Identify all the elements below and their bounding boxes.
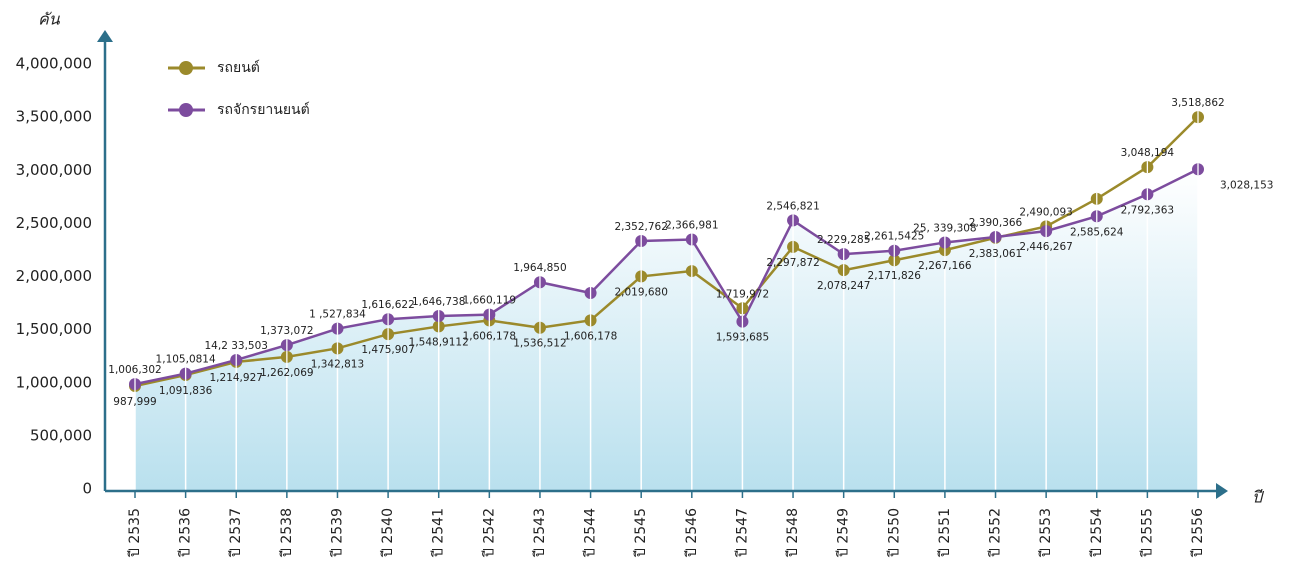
data-label: 2,390,366 xyxy=(969,217,1023,229)
data-label: 2,078,247 xyxy=(817,280,870,292)
data-label: 1,616,622 xyxy=(361,299,414,311)
data-label: 1,719,972 xyxy=(716,288,769,300)
data-label: 1,342,813 xyxy=(311,358,364,370)
x-tick-label: ปี 2536 xyxy=(178,508,194,558)
x-tick-label: ปี 2545 xyxy=(633,508,649,557)
x-tick-label: ปี 2544 xyxy=(583,508,599,558)
x-tick-label: ปี 2540 xyxy=(380,508,396,557)
y-tick-label: 2,000,000 xyxy=(16,267,92,285)
data-label: 1,606,178 xyxy=(564,330,617,342)
x-tick-label: ปี 2538 xyxy=(279,508,295,557)
x-tick-label: ปี 2543 xyxy=(532,508,548,557)
y-tick-label: 4,000,000 xyxy=(16,55,92,73)
data-label: 1,475,907 xyxy=(361,344,414,356)
y-tick-label: 1,500,000 xyxy=(16,320,92,338)
data-label: 1 ,527,834 xyxy=(309,309,366,321)
data-label: 1,660,119 xyxy=(463,295,516,307)
data-label: 3,028,153 xyxy=(1220,179,1273,191)
data-label: 25, 339,308 xyxy=(913,222,976,234)
x-tick-label: ปี 2550 xyxy=(886,508,902,557)
x-tick-label: ปี 2548 xyxy=(785,508,801,557)
data-label: 2,352,762 xyxy=(614,221,667,233)
y-tick-label: 0 xyxy=(82,480,92,498)
x-tick-label: ปี 2555 xyxy=(1139,508,1155,557)
data-label: 1,373,072 xyxy=(260,325,313,337)
data-label: 1,536,512 xyxy=(513,338,566,350)
x-tick-label: ปี 2537 xyxy=(228,508,244,557)
data-label: 1,006,302 xyxy=(108,364,161,376)
legend-marker xyxy=(179,103,193,117)
y-axis-label: คัน xyxy=(38,10,61,29)
x-arrow xyxy=(1216,483,1228,499)
series-line xyxy=(134,116,1199,388)
legend-label: รถจักรยานยนต์ xyxy=(217,101,310,118)
data-label: 2,261,5425 xyxy=(864,231,924,243)
x-tick-label: ปี 2553 xyxy=(1038,508,1054,557)
x-axis-label: ปี xyxy=(1252,488,1265,507)
series-line xyxy=(134,168,1199,386)
x-tick-label: ปี 2552 xyxy=(988,508,1004,557)
data-label: 1,646,738 xyxy=(412,296,465,308)
y-arrow xyxy=(97,30,113,42)
x-tick-label: ปี 2541 xyxy=(431,508,447,557)
data-label: 2,229,285 xyxy=(817,234,870,246)
x-tick-label: ปี 2546 xyxy=(684,508,700,558)
data-label: 2,490,093 xyxy=(1019,206,1072,218)
data-label: 2,792,363 xyxy=(1121,204,1174,216)
data-label: 2,383,061 xyxy=(969,248,1022,260)
data-label: 2,267,166 xyxy=(918,260,972,272)
data-label: 14,2 33,503 xyxy=(205,340,268,352)
legend-label: รถยนต์ xyxy=(217,59,260,76)
data-label: 1,606,178 xyxy=(463,330,516,342)
legend-marker xyxy=(179,61,193,75)
area-fill xyxy=(135,169,1198,492)
data-label: 2,585,624 xyxy=(1070,226,1124,238)
y-tick-label: 2,500,000 xyxy=(16,214,92,232)
data-label: 2,546,821 xyxy=(766,200,819,212)
data-label: 1,593,685 xyxy=(716,332,769,344)
data-label: 2,446,267 xyxy=(1019,241,1072,253)
data-label: 1,262,069 xyxy=(260,367,313,379)
data-label: 2,297,872 xyxy=(766,257,819,269)
data-label: 3,518,862 xyxy=(1171,97,1224,109)
data-label: 2,019,680 xyxy=(614,286,667,298)
data-label: 1,091,836 xyxy=(159,385,213,397)
x-tick-label: ปี 2554 xyxy=(1089,508,1105,558)
data-label: 1,964,850 xyxy=(513,262,566,274)
y-tick-label: 1,000,000 xyxy=(16,373,92,391)
x-tick-label: ปี 2551 xyxy=(937,508,953,557)
data-label: 1,105,0814 xyxy=(156,354,216,366)
data-label: 1,548,9112 xyxy=(409,336,469,348)
y-tick-label: 3,000,000 xyxy=(16,161,92,179)
data-label: 2,366,981 xyxy=(665,220,718,232)
x-tick-label: ปี 2542 xyxy=(481,508,497,557)
x-tick-label: ปี 2549 xyxy=(836,508,852,557)
x-tick-label: ปี 2547 xyxy=(734,508,750,557)
data-label: 3,048,194 xyxy=(1121,147,1175,159)
data-label: 1,214,927 xyxy=(210,372,263,384)
data-label: 2,171,826 xyxy=(868,270,922,282)
y-tick-label: 3,500,000 xyxy=(16,108,92,126)
y-tick-label: 500,000 xyxy=(30,426,92,444)
x-tick-label: ปี 2556 xyxy=(1190,508,1206,558)
x-tick-label: ปี 2535 xyxy=(127,508,143,557)
data-label: 987,999 xyxy=(113,396,156,408)
x-tick-label: ปี 2539 xyxy=(329,508,345,557)
